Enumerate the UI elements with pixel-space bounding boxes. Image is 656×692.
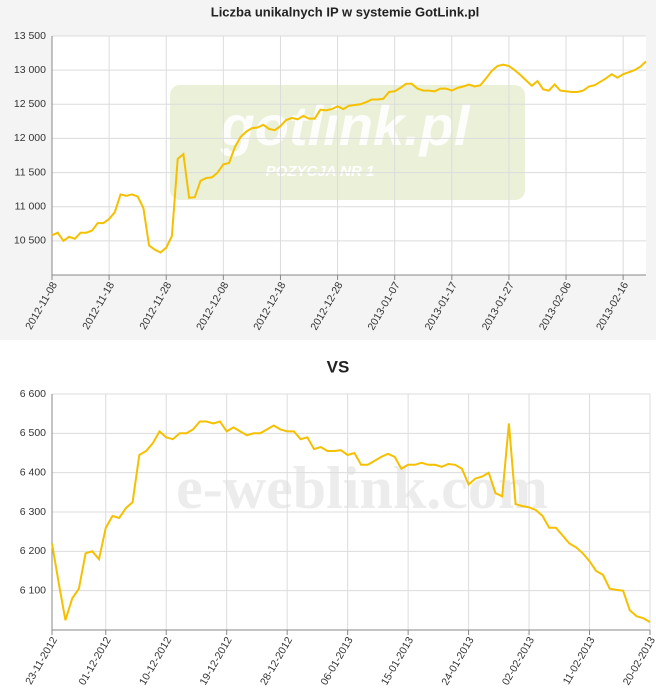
x-tick-label: 19-12-2012 (197, 635, 234, 688)
x-tick-label: 24-01-2013 (439, 635, 476, 688)
y-tick-label: 11 000 (15, 200, 46, 212)
y-tick-label: 6 300 (20, 506, 46, 518)
y-tick-label: 6 500 (20, 427, 46, 439)
y-tick-label: 12 000 (14, 132, 46, 144)
x-tick-label: 06-01-2013 (318, 635, 355, 688)
y-tick-label: 12 500 (14, 98, 46, 110)
x-tick-label: 20-02-2013 (621, 635, 656, 688)
chart-title: VS (327, 357, 350, 376)
x-tick-label: 15-01-2013 (379, 635, 416, 688)
watermark-box (170, 85, 525, 200)
y-tick-label: 13 500 (14, 30, 46, 42)
x-tick-label: 11-02-2013 (561, 635, 598, 687)
y-tick-label: 6 200 (20, 545, 46, 557)
data-line (51, 420, 651, 623)
y-tick-label: 11 500 (15, 166, 46, 178)
x-tick-label: 02-02-2013 (500, 635, 537, 688)
chart-title: Liczba unikalnych IP w systemie GotLink.… (211, 4, 480, 19)
y-tick-label: 6 400 (20, 466, 46, 478)
y-tick-label: 10 500 (14, 235, 46, 247)
data-line (51, 60, 647, 254)
watermark-subtitle: POZYCJA NR 1 (266, 163, 375, 180)
y-tick-label: 6 100 (20, 584, 46, 596)
y-tick-label: 6 600 (20, 388, 46, 400)
watermark: gotlink.pl (220, 94, 471, 157)
x-tick-label: 23-11-2012 (23, 635, 60, 687)
y-tick-label: 13 000 (14, 64, 46, 76)
x-tick-label: 28-12-2012 (258, 635, 295, 688)
x-tick-label: 01-12-2012 (77, 635, 114, 688)
x-tick-label: 10-12-2012 (137, 635, 174, 688)
